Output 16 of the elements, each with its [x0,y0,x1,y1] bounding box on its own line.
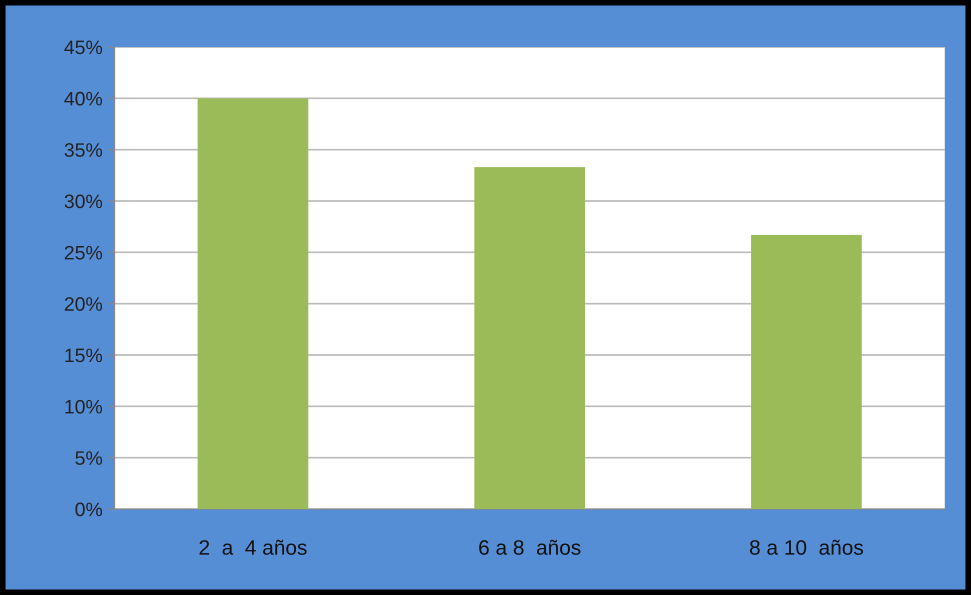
y-tick-label: 45% [64,40,102,54]
y-tick-label: 15% [65,348,102,362]
y-tick-label: 40% [64,92,102,106]
y-tick-label: 25% [64,246,102,260]
y-tick-label: 20% [64,297,102,311]
y-tick-label: 30% [64,194,102,208]
y-tick-label: 35% [64,143,102,157]
x-tick-label: 2 a 4 años [200,540,307,555]
y-tick-label: 5% [75,451,102,465]
x-tick-label: 6 a 8 años [479,540,580,555]
y-tick-label: 10% [65,400,102,414]
y-tick-label: 0% [75,502,102,516]
x-tick-label: 8 a 10 años [750,540,864,555]
bar [198,98,308,510]
bar [474,167,586,510]
bar [751,234,862,510]
